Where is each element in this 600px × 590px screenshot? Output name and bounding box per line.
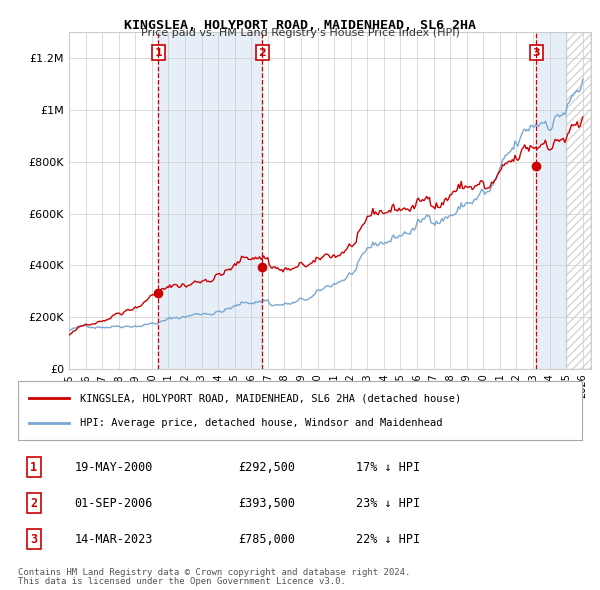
Text: £785,000: £785,000 [238, 533, 295, 546]
Text: 1: 1 [154, 48, 162, 58]
Text: 17% ↓ HPI: 17% ↓ HPI [356, 461, 421, 474]
Bar [566, 32, 591, 369]
Text: KINGSLEA, HOLYPORT ROAD, MAIDENHEAD, SL6 2HA (detached house): KINGSLEA, HOLYPORT ROAD, MAIDENHEAD, SL6… [80, 394, 461, 403]
Text: 01-SEP-2006: 01-SEP-2006 [74, 497, 153, 510]
Text: 2: 2 [259, 48, 266, 58]
Text: 3: 3 [533, 48, 540, 58]
Text: Contains HM Land Registry data © Crown copyright and database right 2024.: Contains HM Land Registry data © Crown c… [18, 568, 410, 576]
Bar [158, 32, 262, 369]
Text: KINGSLEA, HOLYPORT ROAD, MAIDENHEAD, SL6 2HA: KINGSLEA, HOLYPORT ROAD, MAIDENHEAD, SL6… [124, 19, 476, 32]
Text: 14-MAR-2023: 14-MAR-2023 [74, 533, 153, 546]
Bar [536, 32, 591, 369]
Text: 1: 1 [30, 461, 37, 474]
Bar [566, 32, 591, 369]
Text: 22% ↓ HPI: 22% ↓ HPI [356, 533, 421, 546]
Text: £393,500: £393,500 [238, 497, 295, 510]
Text: 2: 2 [30, 497, 37, 510]
Text: 19-MAY-2000: 19-MAY-2000 [74, 461, 153, 474]
Text: Price paid vs. HM Land Registry's House Price Index (HPI): Price paid vs. HM Land Registry's House … [140, 28, 460, 38]
Text: This data is licensed under the Open Government Licence v3.0.: This data is licensed under the Open Gov… [18, 577, 346, 586]
Text: HPI: Average price, detached house, Windsor and Maidenhead: HPI: Average price, detached house, Wind… [80, 418, 443, 428]
Text: £292,500: £292,500 [238, 461, 295, 474]
Text: 23% ↓ HPI: 23% ↓ HPI [356, 497, 421, 510]
Text: 3: 3 [30, 533, 37, 546]
